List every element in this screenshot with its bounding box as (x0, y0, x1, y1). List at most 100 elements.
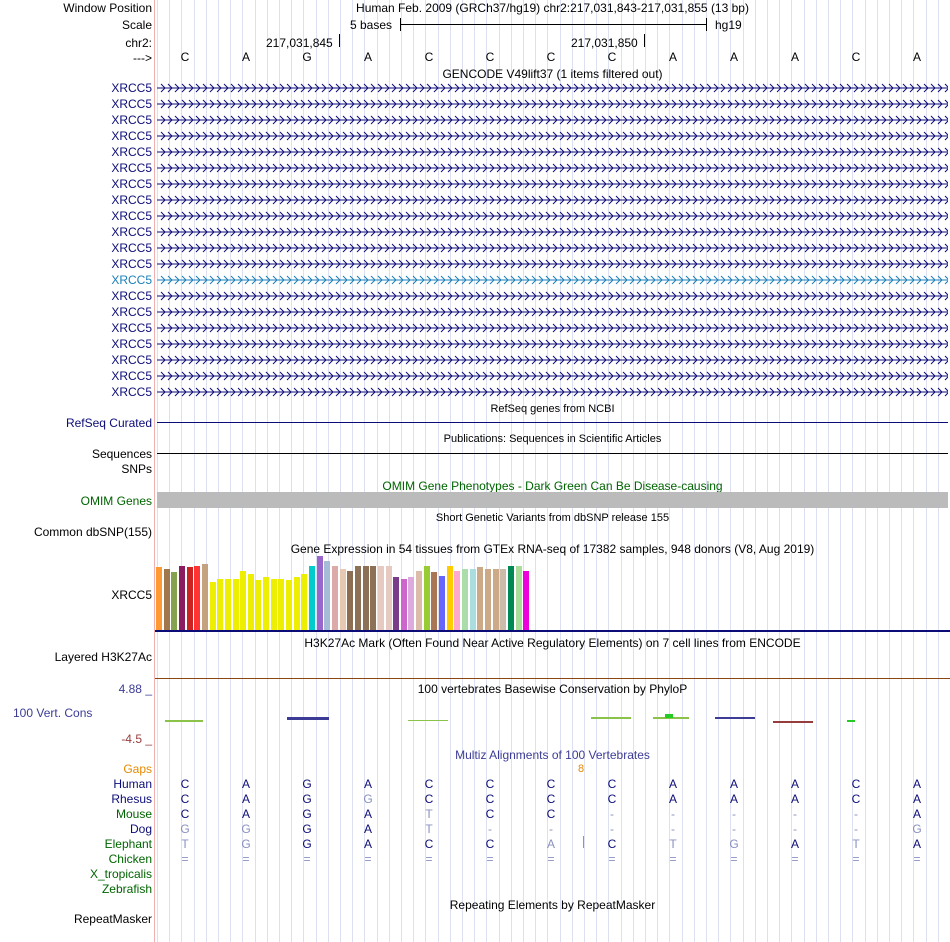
gtex-tissue-bar[interactable] (393, 577, 400, 630)
gencode-transcript-feature[interactable] (157, 98, 948, 110)
gtex-track-label[interactable]: XRCC5 (111, 588, 152, 602)
gtex-tissue-bar[interactable] (515, 566, 522, 630)
gencode-transcript-feature[interactable] (157, 242, 948, 254)
gtex-tissue-bar[interactable] (347, 571, 354, 630)
gencode-transcript-label[interactable]: XRCC5 (111, 289, 152, 303)
gencode-transcript-feature[interactable] (157, 306, 948, 318)
gencode-transcript-feature[interactable] (157, 162, 948, 174)
omim-track-label[interactable]: OMIM Genes (80, 494, 152, 508)
gtex-tissue-bar[interactable] (163, 569, 170, 630)
gtex-tissue-bar[interactable] (224, 579, 231, 630)
gtex-tissue-bar[interactable] (354, 566, 361, 630)
gencode-transcript-feature[interactable] (157, 82, 948, 94)
gencode-transcript-label[interactable]: XRCC5 (111, 193, 152, 207)
gtex-tissue-bar[interactable] (454, 571, 461, 630)
gencode-transcript-label[interactable]: XRCC5 (111, 385, 152, 399)
gencode-transcript-feature[interactable] (157, 322, 948, 334)
gtex-tissue-bar[interactable] (400, 579, 407, 630)
gencode-transcript-feature[interactable] (157, 274, 948, 286)
gtex-tissue-bar[interactable] (362, 566, 369, 630)
multiz-species-label[interactable]: Dog (129, 822, 152, 836)
refseq-track-label[interactable]: RefSeq Curated (65, 416, 152, 430)
gtex-tissue-bar[interactable] (263, 577, 270, 630)
dbsnp-track-title[interactable]: Short Genetic Variants from dbSNP releas… (435, 512, 670, 524)
gencode-transcript-label[interactable]: XRCC5 (111, 353, 152, 367)
gtex-tissue-bar[interactable] (217, 579, 224, 630)
gtex-tissue-bar[interactable] (301, 574, 308, 630)
dbsnp-track-label[interactable]: Common dbSNP(155) (33, 525, 152, 539)
gtex-tissue-bar[interactable] (240, 571, 247, 630)
gtex-tissue-bar[interactable] (316, 556, 323, 630)
gtex-tissue-bar[interactable] (377, 566, 384, 630)
gencode-transcript-feature[interactable] (157, 130, 948, 142)
gtex-tissue-bar[interactable] (385, 566, 392, 630)
gtex-tissue-bar[interactable] (186, 567, 193, 630)
gencode-transcript-label[interactable]: XRCC5 (111, 81, 152, 95)
gencode-transcript-label[interactable]: XRCC5 (111, 257, 152, 271)
repeatmasker-track-label[interactable]: RepeatMasker (73, 912, 152, 926)
omim-feature-bar[interactable] (157, 492, 948, 508)
gencode-transcript-feature[interactable] (157, 338, 948, 350)
gtex-tissue-bar[interactable] (194, 566, 201, 630)
phylop-track-label[interactable]: 100 Vert. Cons (13, 706, 93, 720)
gtex-tissue-bar[interactable] (416, 571, 423, 630)
h3k27ac-track-label[interactable]: Layered H3K27Ac (54, 650, 152, 664)
gtex-tissue-bar[interactable] (431, 572, 438, 630)
gtex-tissue-bar[interactable] (278, 579, 285, 630)
multiz-species-label[interactable]: Chicken (108, 852, 152, 866)
gencode-track-title[interactable]: GENCODE V49lift37 (1 items filtered out) (442, 67, 663, 81)
gencode-transcript-label[interactable]: XRCC5 (111, 225, 152, 239)
multiz-track-title[interactable]: Multiz Alignments of 100 Vertebrates (455, 748, 650, 762)
gtex-tissue-bar[interactable] (477, 567, 484, 630)
gtex-tissue-bar[interactable] (469, 569, 476, 630)
gencode-transcript-label[interactable]: XRCC5 (111, 161, 152, 175)
gtex-tissue-bar[interactable] (309, 566, 315, 630)
refseq-gene-line[interactable] (157, 422, 948, 423)
gtex-tissue-bar[interactable] (500, 569, 507, 630)
phylop-track-title[interactable]: 100 vertebrates Basewise Conservation by… (417, 682, 688, 696)
multiz-species-label[interactable]: Rhesus (111, 792, 152, 806)
refseq-track-title[interactable]: RefSeq genes from NCBI (490, 403, 615, 415)
gencode-transcript-feature[interactable] (157, 354, 948, 366)
gencode-transcript-label[interactable]: XRCC5 (111, 97, 152, 111)
gtex-tissue-bar[interactable] (286, 580, 293, 630)
gtex-tissue-bar[interactable] (507, 566, 514, 630)
gencode-transcript-label[interactable]: XRCC5 (111, 305, 152, 319)
gencode-transcript-label[interactable]: XRCC5 (111, 273, 152, 287)
gencode-transcript-label[interactable]: XRCC5 (111, 369, 152, 383)
pubs-track-title[interactable]: Publications: Sequences in Scientific Ar… (443, 433, 662, 445)
gencode-transcript-feature[interactable] (157, 290, 948, 302)
gtex-tissue-bar[interactable] (423, 566, 430, 630)
gencode-transcript-label[interactable]: XRCC5 (111, 241, 152, 255)
gtex-tissue-bar[interactable] (492, 569, 499, 630)
gtex-tissue-bar[interactable] (439, 576, 446, 630)
repeatmasker-track-title[interactable]: Repeating Elements by RepeatMasker (449, 898, 656, 912)
gtex-tissue-bar[interactable] (171, 572, 178, 630)
gtex-tissue-bar[interactable] (247, 574, 254, 630)
gencode-transcript-feature[interactable] (157, 114, 948, 126)
gtex-tissue-bar[interactable] (523, 571, 530, 630)
gencode-transcript-label[interactable]: XRCC5 (111, 113, 152, 127)
gtex-tissue-bar[interactable] (255, 580, 262, 630)
gtex-tissue-bar[interactable] (324, 561, 331, 630)
gencode-transcript-label[interactable]: XRCC5 (111, 129, 152, 143)
phylop-signal[interactable] (155, 700, 950, 740)
gtex-tissue-bar[interactable] (331, 566, 338, 630)
gencode-transcript-label[interactable]: XRCC5 (111, 321, 152, 335)
gtex-tissue-bar[interactable] (156, 567, 162, 630)
gtex-tissue-bar[interactable] (462, 569, 468, 630)
multiz-species-label[interactable]: Zebrafish (101, 882, 152, 896)
gencode-transcript-feature[interactable] (157, 370, 948, 382)
gtex-tissue-bar[interactable] (293, 577, 300, 630)
multiz-species-label[interactable]: Elephant (104, 837, 152, 851)
multiz-species-label[interactable]: X_tropicalis (89, 867, 152, 881)
omim-track-title[interactable]: OMIM Gene Phenotypes - Dark Green Can Be… (382, 479, 723, 493)
gtex-tissue-bar[interactable] (484, 569, 491, 630)
gencode-transcript-label[interactable]: XRCC5 (111, 337, 152, 351)
gtex-tissue-bar[interactable] (232, 579, 239, 630)
gencode-transcript-label[interactable]: XRCC5 (111, 145, 152, 159)
gencode-transcript-label[interactable]: XRCC5 (111, 209, 152, 223)
gencode-transcript-feature[interactable] (157, 258, 948, 270)
gtex-tissue-bar[interactable] (178, 566, 185, 630)
pubs-snps-label[interactable]: SNPs (121, 462, 152, 476)
